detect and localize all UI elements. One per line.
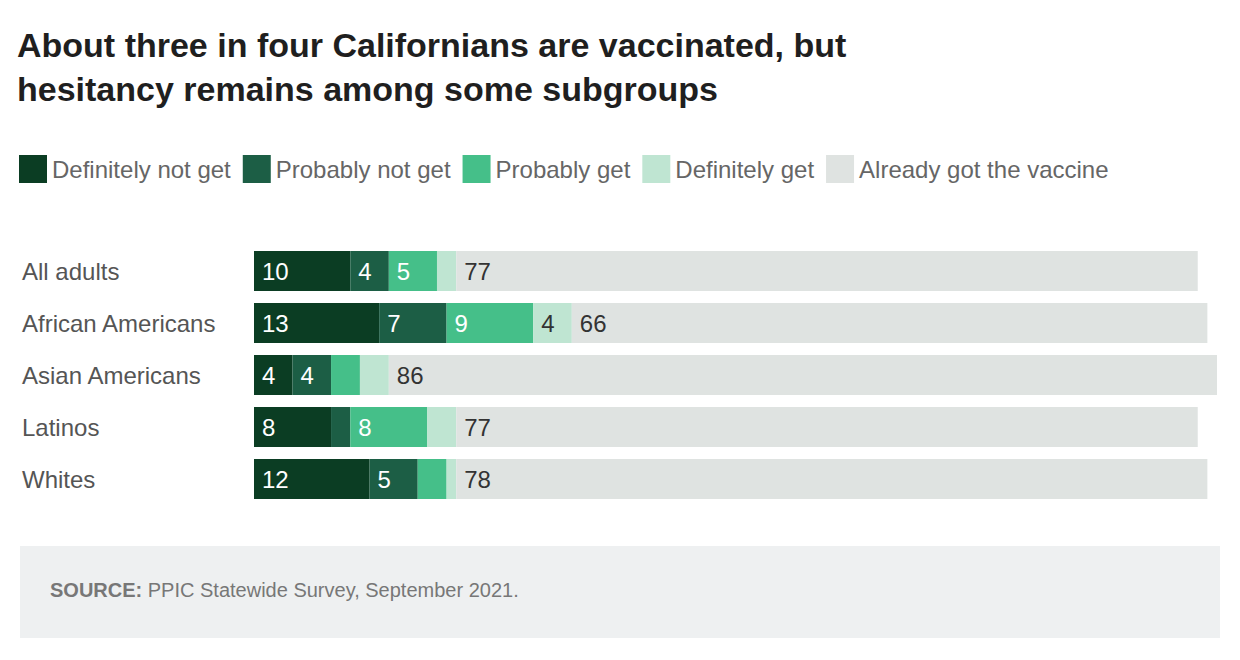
svg-text:African Americans: African Americans — [22, 310, 215, 337]
svg-text:10: 10 — [262, 258, 289, 285]
svg-text:86: 86 — [397, 362, 424, 389]
svg-text:4: 4 — [262, 362, 275, 389]
svg-text:8: 8 — [262, 414, 275, 441]
svg-text:hesitancy remains among some s: hesitancy remains among some subgroups — [17, 70, 718, 108]
svg-text:About three in four California: About three in four Californians are vac… — [17, 26, 856, 64]
svg-text:Probably not get: Probably not get — [276, 156, 451, 183]
svg-text:8: 8 — [358, 414, 371, 441]
svg-text:4: 4 — [301, 362, 314, 389]
svg-text:Asian Americans: Asian Americans — [22, 362, 201, 389]
svg-text:Definitely not get: Definitely not get — [52, 156, 231, 183]
svg-text:4: 4 — [541, 310, 554, 337]
svg-text:SOURCE:: SOURCE: — [50, 579, 142, 601]
svg-text:9: 9 — [455, 310, 468, 337]
svg-text:77: 77 — [464, 258, 491, 285]
svg-text:PPIC Statewide Survey, Septemb: PPIC Statewide Survey, September 2021. — [142, 579, 519, 601]
svg-text:5: 5 — [397, 258, 410, 285]
svg-text:Definitely get: Definitely get — [675, 156, 814, 183]
svg-text:5: 5 — [378, 466, 391, 493]
svg-text:All adults: All adults — [22, 258, 119, 285]
svg-text:Probably get: Probably get — [496, 156, 631, 183]
svg-text:Latinos: Latinos — [22, 414, 99, 441]
svg-text:13: 13 — [262, 310, 289, 337]
svg-text:4: 4 — [358, 258, 371, 285]
svg-text:78: 78 — [464, 466, 491, 493]
svg-text:66: 66 — [580, 310, 607, 337]
svg-text:77: 77 — [464, 414, 491, 441]
svg-text:12: 12 — [262, 466, 289, 493]
svg-text:7: 7 — [387, 310, 400, 337]
svg-text:Already got the vaccine: Already got the vaccine — [859, 156, 1108, 183]
svg-text:Whites: Whites — [22, 466, 95, 493]
